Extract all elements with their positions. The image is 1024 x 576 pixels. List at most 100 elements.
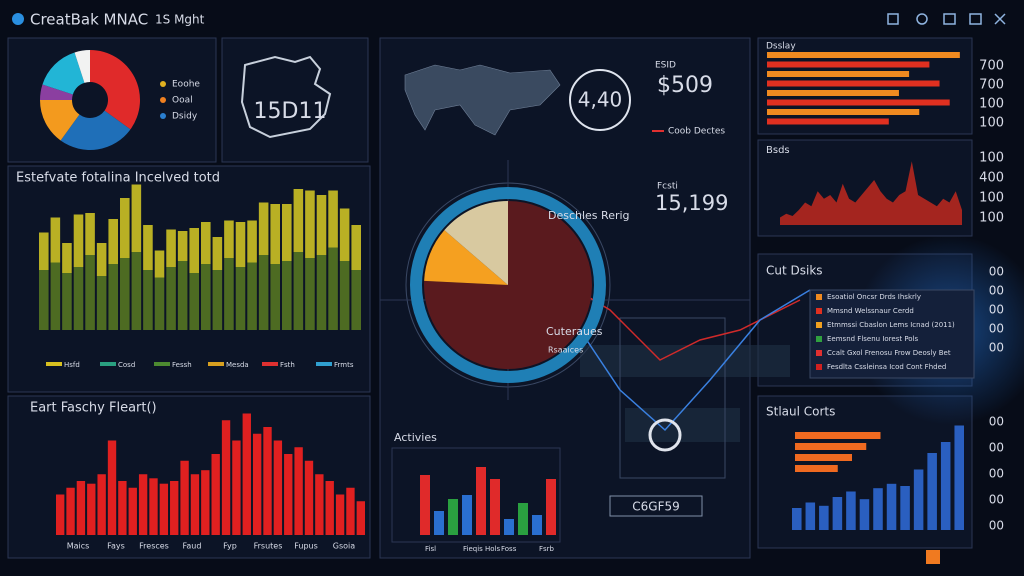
label: Fcsti [657, 182, 678, 192]
overlay-frame [619, 317, 726, 479]
label: 100 [979, 97, 1004, 112]
bar [211, 454, 220, 535]
bar-segment [201, 222, 211, 264]
bar-segment [143, 225, 153, 270]
label: ESID [655, 61, 676, 71]
bar [138, 474, 148, 535]
label: Eemsnd Flsenu Iorest Pols [827, 335, 919, 343]
legend-swatch [816, 308, 822, 314]
code-box [609, 495, 703, 517]
pie-slice [90, 50, 140, 130]
label: 00 [989, 441, 1004, 455]
bar-segment [62, 273, 72, 330]
label: Activies [394, 431, 437, 444]
label: Fresces [139, 542, 169, 551]
bar-segment [339, 261, 350, 330]
bar [819, 505, 829, 530]
label: 700 [979, 59, 1004, 74]
bar [886, 483, 897, 530]
bar-segment [247, 220, 257, 263]
hbar [767, 118, 889, 125]
stat-ring [569, 69, 631, 131]
label: Esoatiol Oncsr Drds Ihskrly [827, 293, 921, 301]
bar [66, 487, 75, 535]
bar-segment [39, 270, 49, 330]
bar-segment [258, 255, 269, 330]
bar-segment [39, 232, 49, 270]
label: 700 [979, 78, 1004, 93]
bar-segment [224, 220, 234, 258]
bar [190, 474, 200, 535]
label: Eart Faschy Fleart() [30, 401, 157, 416]
hbar [767, 71, 910, 77]
bar-segment [270, 264, 280, 330]
label: Gsoia [333, 542, 355, 551]
bar-segment [85, 213, 95, 255]
bar [346, 487, 355, 535]
icon[interactable] [994, 13, 1006, 25]
icon[interactable] [969, 13, 982, 25]
bar-segment [212, 270, 223, 330]
label: Fupus [294, 542, 318, 551]
bar-segment [305, 190, 315, 258]
label: Mmsnd Welssnaur Cerdd [827, 307, 914, 315]
bar-segment [189, 228, 199, 273]
label: 15,199 [655, 191, 728, 215]
world-map [404, 64, 561, 136]
bar-segment [131, 252, 142, 330]
bar-segment [120, 258, 130, 330]
pie-slice [444, 201, 508, 285]
bar-segment [351, 225, 361, 270]
bar [900, 486, 910, 530]
label: 00 [989, 322, 1004, 336]
icon[interactable] [916, 13, 928, 25]
overlay-box [580, 345, 790, 377]
label: Cosd [118, 361, 135, 369]
hbar [795, 454, 852, 461]
bar [490, 479, 500, 535]
bar-segment [62, 243, 72, 273]
label: 00 [989, 284, 1004, 298]
legend-swatch [46, 362, 62, 366]
bar-segment [247, 262, 257, 330]
legend-swatch [816, 336, 822, 342]
bar-segment [85, 255, 95, 330]
status-button[interactable] [926, 550, 940, 564]
bar-segment [270, 204, 280, 264]
bar [159, 483, 169, 535]
label: 00 [989, 303, 1004, 317]
bar-segment [339, 208, 350, 261]
label: 100 [979, 211, 1004, 226]
bar [87, 483, 96, 535]
bar-segment [177, 231, 188, 261]
icon[interactable] [943, 13, 956, 25]
legend-swatch [816, 364, 822, 370]
bar-segment [212, 237, 223, 270]
bar-segment [293, 189, 304, 252]
icon[interactable] [887, 13, 899, 25]
logo [12, 13, 24, 25]
bar-segment [177, 261, 188, 330]
bar-segment [258, 202, 269, 255]
pie-slice [40, 100, 80, 141]
area [780, 161, 962, 225]
bar [242, 413, 251, 535]
bar-segment [351, 270, 361, 330]
bar [107, 440, 117, 535]
bar [263, 427, 272, 535]
label: Fyp [223, 542, 237, 551]
bar [201, 470, 210, 535]
bar [294, 447, 303, 535]
bar [420, 475, 430, 535]
bar-segment [328, 190, 338, 248]
bar [356, 501, 365, 535]
hbar [767, 52, 960, 58]
bar [149, 478, 158, 535]
hbar [767, 99, 950, 106]
label: 00 [989, 467, 1004, 481]
toolbar-icons[interactable] [887, 13, 1006, 25]
label: 00 [989, 265, 1004, 279]
label: Deschles Rerig [548, 209, 630, 222]
bar [118, 481, 127, 535]
